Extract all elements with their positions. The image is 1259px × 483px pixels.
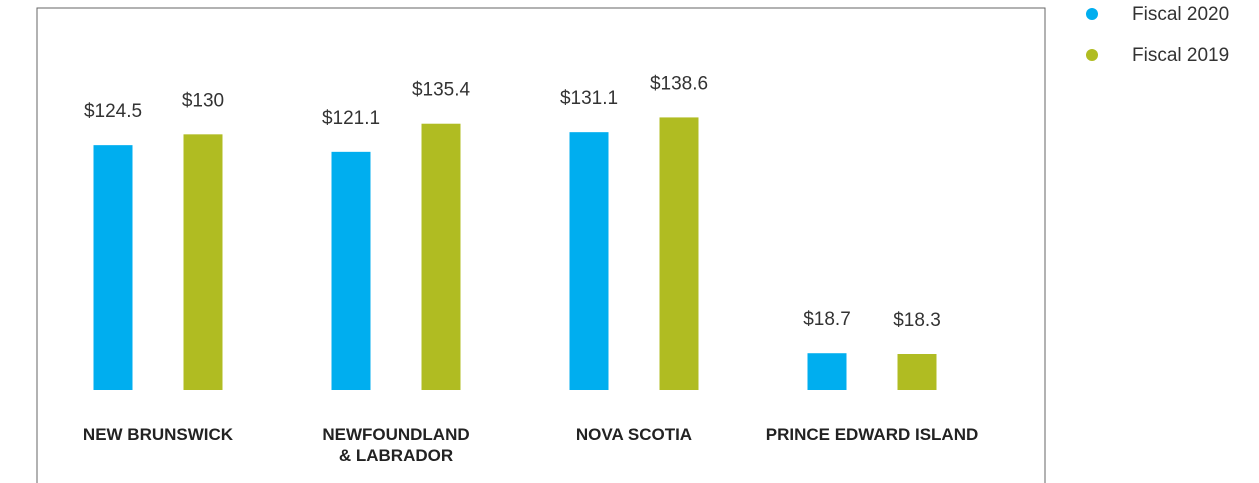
x-tick-label: NEW BRUNSWICK [82,425,234,444]
bar [331,151,371,390]
value-label: $138.6 [650,73,708,94]
bar [569,132,609,391]
value-label: $135.4 [412,80,471,101]
chart-frame [36,7,1046,483]
legend-label: Fiscal 2020 [1132,4,1229,25]
legend-label: Fiscal 2019 [1132,45,1229,66]
value-label: $18.7 [803,309,851,330]
bar [897,354,937,390]
bar [421,123,461,391]
x-tick-label: NOVA SCOTIA [575,425,693,444]
value-label: $124.5 [84,101,142,122]
legend-marker [1086,8,1098,20]
legend-marker [1086,49,1098,61]
bar [659,117,699,391]
bar [93,145,133,390]
value-label: $131.1 [560,88,618,109]
value-label: $121.1 [322,108,380,129]
value-label: $18.3 [893,310,941,331]
x-tick-label: NEWFOUNDLAND & LABRADOR [322,425,470,465]
bar [807,353,847,390]
value-label: $130 [182,90,224,111]
x-tick-label: PRINCE EDWARD ISLAND [765,425,979,444]
bar [183,134,223,390]
